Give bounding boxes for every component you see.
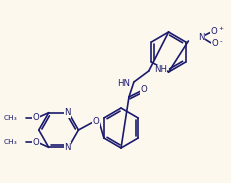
Text: O: O bbox=[32, 138, 39, 147]
Text: N: N bbox=[198, 33, 204, 42]
Text: O: O bbox=[93, 117, 100, 126]
Text: HN: HN bbox=[117, 79, 130, 87]
Text: CH₃: CH₃ bbox=[3, 115, 17, 121]
Text: +: + bbox=[218, 25, 223, 31]
Text: -: - bbox=[220, 38, 223, 44]
Text: O: O bbox=[211, 27, 218, 36]
Text: O: O bbox=[140, 85, 147, 94]
Text: N: N bbox=[64, 143, 71, 152]
Text: N: N bbox=[64, 108, 71, 117]
Text: NH: NH bbox=[154, 66, 167, 74]
Text: O: O bbox=[212, 38, 219, 48]
Text: O: O bbox=[32, 113, 39, 122]
Text: CH₃: CH₃ bbox=[3, 139, 17, 145]
